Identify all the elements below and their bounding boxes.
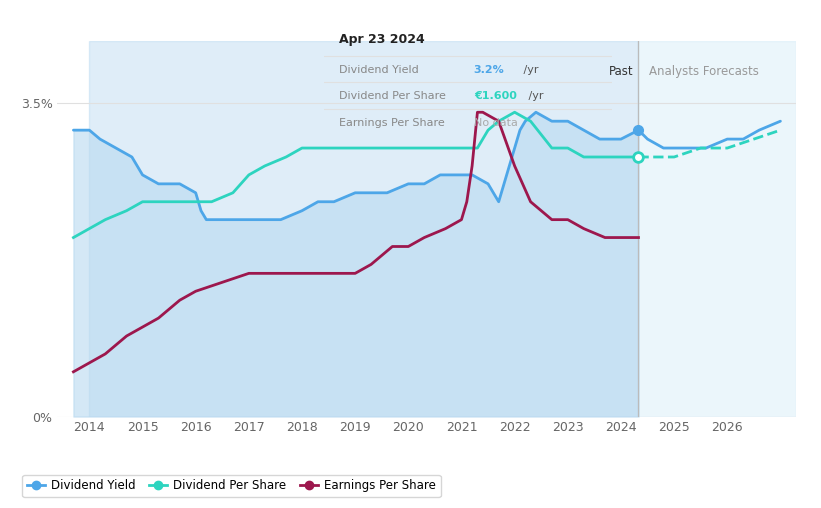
Text: /yr: /yr	[525, 91, 544, 101]
Bar	[639, 41, 796, 417]
Text: Dividend Yield: Dividend Yield	[339, 65, 419, 75]
Text: 3.2%: 3.2%	[474, 65, 504, 75]
Text: Dividend Per Share: Dividend Per Share	[339, 91, 446, 101]
Legend: Dividend Yield, Dividend Per Share, Earnings Per Share: Dividend Yield, Dividend Per Share, Earn…	[22, 474, 441, 497]
Text: Apr 23 2024: Apr 23 2024	[339, 34, 424, 46]
Text: Analysts Forecasts: Analysts Forecasts	[649, 66, 759, 78]
Text: No data: No data	[474, 118, 517, 128]
Bar	[89, 41, 639, 417]
Text: /yr: /yr	[520, 65, 539, 75]
Text: Earnings Per Share: Earnings Per Share	[339, 118, 444, 128]
Text: Past: Past	[608, 66, 633, 78]
Text: €1.600: €1.600	[474, 91, 516, 101]
